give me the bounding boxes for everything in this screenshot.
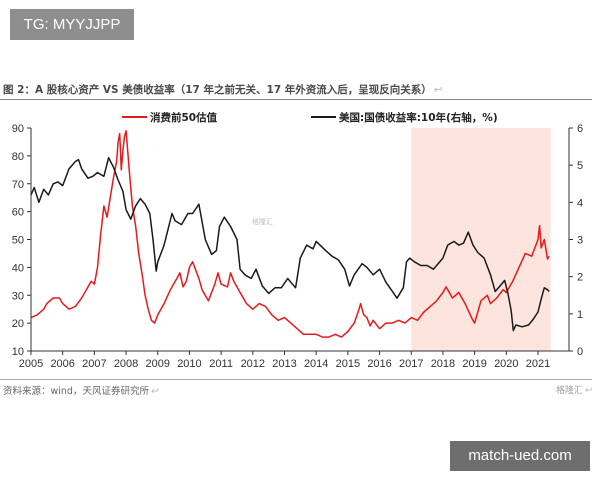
return-mark-icon: ↩ [585, 386, 593, 396]
x-tick-label: 2011 [209, 358, 233, 370]
x-tick-label: 2012 [241, 358, 265, 370]
y-right-tick-label: 1 [577, 309, 583, 321]
logo-text: 格隆汇 [556, 386, 584, 396]
y-right-tick-label: 3 [577, 235, 583, 247]
y-right-tick-label: 0 [577, 346, 583, 358]
y-left-tick-label: 50 [12, 235, 24, 247]
x-tick-label: 2015 [336, 358, 360, 370]
y-left-tick-label: 80 [12, 151, 24, 163]
series-line-1 [30, 156, 550, 332]
legend: 消费前50估值 美国:国债收益率:10年(右轴，%) [122, 111, 498, 124]
figure-title: 图 2：A 股核心资产 VS 美债收益率（17 年之前无关、17 年外资流入后，… [3, 82, 443, 97]
y-left-tick-label: 10 [12, 346, 24, 358]
logo-watermark: 格隆汇 ↩ [556, 383, 593, 396]
x-tick-label: 2018 [431, 358, 455, 370]
source-divider [0, 379, 592, 380]
series-line-0 [30, 130, 550, 338]
y-left-tick-label: 60 [12, 207, 24, 219]
x-tick-label: 2007 [82, 358, 106, 370]
x-tick-label: 2021 [526, 358, 550, 370]
source-text: 资料来源：wind，天风证券研究所 [3, 386, 149, 397]
site-watermark: match-ued.com [450, 441, 590, 471]
x-tick-label: 2008 [114, 358, 138, 370]
figure-title-text: 图 2：A 股核心资产 VS 美债收益率（17 年之前无关、17 年外资流入后，… [3, 84, 432, 96]
series-layer [30, 130, 550, 338]
x-tick-label: 2017 [399, 358, 423, 370]
return-mark-icon: ↩ [150, 386, 159, 397]
shaded-region [411, 128, 551, 351]
x-tick-label: 2016 [367, 358, 391, 370]
x-tick-label: 2006 [50, 358, 74, 370]
x-tick-label: 2009 [146, 358, 170, 370]
y-left-tick-label: 70 [12, 179, 24, 191]
y-right-tick-label: 6 [577, 123, 583, 135]
y-left-tick-label: 30 [12, 290, 24, 302]
x-tick-label: 2014 [304, 358, 328, 370]
chart-watermark: 格隆汇 [252, 217, 273, 226]
legend-label-pe: 消费前50估值 [150, 111, 218, 124]
axis-layer: 10 20 30 40 50 60 70 80 90 0 1 2 3 4 5 6 2005 2006 2007 200… [12, 123, 583, 370]
channel-tag: TG: MYYJJPP [10, 9, 134, 40]
legend-label-yield: 美国:国债收益率:10年(右轴，%) [339, 111, 498, 124]
x-tick-label: 2020 [494, 358, 518, 370]
line-chart: 格隆汇 10 20 30 40 50 60 70 80 90 0 1 2 3 4 5 6 2005 2006 200… [12, 111, 583, 370]
y-left-tick-label: 40 [12, 262, 24, 274]
x-tick-label: 2010 [177, 358, 201, 370]
x-tick-label: 2005 [19, 358, 43, 370]
y-right-tick-label: 5 [577, 160, 583, 172]
y-right-tick-label: 4 [577, 197, 583, 209]
return-mark-icon: ↩ [433, 84, 443, 96]
x-tick-label: 2019 [462, 358, 486, 370]
x-tick-label: 2013 [272, 358, 296, 370]
y-left-tick-label: 20 [12, 318, 24, 330]
source-note: 资料来源：wind，天风证券研究所 ↩ [3, 383, 159, 397]
title-divider [0, 99, 592, 100]
y-left-tick-label: 90 [12, 123, 24, 135]
y-right-tick-label: 2 [577, 272, 583, 284]
